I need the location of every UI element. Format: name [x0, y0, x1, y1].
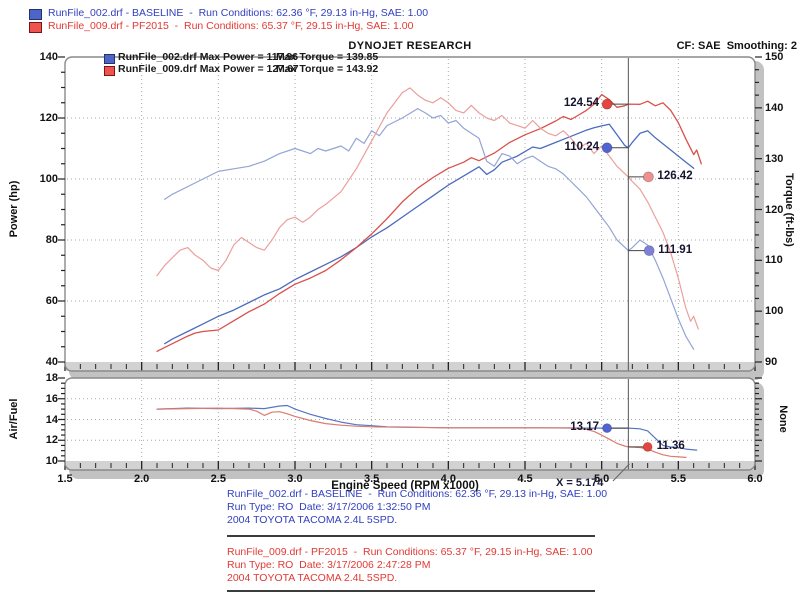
- airfuel-tick-label: 16: [45, 392, 58, 405]
- main-pf2015-torque-curve: [156, 87, 699, 330]
- correction-smoothing-label: CF: SAE Smoothing: 2: [676, 40, 797, 52]
- torque-tick-label: 90: [765, 356, 778, 368]
- power-tick-label: 120: [39, 112, 58, 124]
- footer-line: Run Type: RO Date: 3/17/2006 1:32:50 PM: [227, 501, 431, 513]
- power-tick-label: 40: [45, 356, 58, 368]
- power-tick-label: 140: [39, 51, 58, 63]
- rpm-tick-label: 2.5: [210, 473, 226, 485]
- main-plot-background: [65, 57, 755, 371]
- cursor-pointer-line: [612, 463, 630, 482]
- footer-block-baseline: RunFile_002.drf - BASELINE - Run Conditi…: [227, 488, 607, 527]
- rpm-tick-label: 5.0: [594, 473, 610, 485]
- footer-line: Run Type: RO Date: 3/17/2006 2:47:28 PM: [227, 559, 431, 571]
- rpm-tick-label: 4.0: [440, 473, 456, 485]
- annotation-swatch-pf2015: [104, 66, 115, 76]
- footer-separator: [227, 535, 595, 537]
- torque-tick-label: 100: [765, 305, 784, 318]
- cursor-value-label: 110.24: [564, 140, 600, 153]
- page-title: DYNOJET RESEARCH: [348, 40, 472, 52]
- airfuel-cursor-dot: [602, 423, 612, 434]
- power-tick-label: 60: [45, 295, 58, 307]
- main-plot-border: [64, 56, 756, 372]
- footer-line: 2004 TOYOTA TACOMA 2.4L 5SPD.: [227, 514, 398, 526]
- torque-tick-label: 150: [765, 51, 784, 63]
- right-axis-none-title: None: [777, 405, 789, 433]
- cursor-value-label: 124.54: [563, 97, 600, 110]
- airfuel-axis-title: Air/Fuel: [8, 398, 20, 440]
- rpm-tick-label: 1.5: [57, 473, 73, 485]
- legend-swatch-pf2015: [29, 22, 42, 33]
- rpm-tick-label: 4.5: [517, 473, 533, 485]
- main-cursor-dot: [643, 245, 655, 257]
- footer-line: RunFile_009.drf - PF2015 - Run Condition…: [227, 546, 593, 558]
- cursor-value-label: 11.36: [656, 439, 685, 452]
- main-cursor-dot: [643, 171, 654, 183]
- legend-run-pf2015: RunFile_009.drf - PF2015 - Run Condition…: [48, 20, 414, 32]
- main-cursor-dot: [601, 98, 613, 110]
- annotation-swatch-baseline: [104, 54, 115, 64]
- cursor-x-readout: X = 5.174: [556, 477, 604, 489]
- airfuel-plot-background: [65, 378, 755, 470]
- rpm-tick-label: 2.0: [134, 473, 150, 485]
- rpm-tick-label: 3.5: [364, 473, 380, 485]
- power-axis-title: Power (hp): [8, 180, 20, 238]
- cursor-value-label: 111.91: [658, 243, 693, 256]
- x-axis-title: Engine Speed (RPM x1000): [331, 480, 479, 492]
- airfuel-cursor-dot: [642, 441, 653, 452]
- main-cursor-dot: [601, 142, 613, 154]
- legend-swatch-baseline: [29, 9, 42, 20]
- torque-tick-label: 110: [765, 254, 783, 267]
- legend-run-baseline: RunFile_002.drf - BASELINE - Run Conditi…: [48, 7, 429, 19]
- main-baseline-power-curve: [164, 123, 695, 345]
- cursor-value-label: 126.42: [657, 169, 693, 182]
- footer-line: RunFile_002.drf - BASELINE - Run Conditi…: [227, 488, 608, 500]
- annotation-baseline-torque: Max Torque = 139.85: [276, 51, 379, 63]
- cursor-value-label: 13.17: [570, 421, 600, 434]
- airfuel-plot-x-ruler: [66, 461, 754, 470]
- main-pf2015-power-curve: [156, 93, 702, 352]
- rpm-tick-label: 6.0: [747, 473, 763, 485]
- torque-tick-label: 120: [765, 203, 784, 216]
- footer-line: 2004 TOYOTA TACOMA 2.4L 5SPD.: [227, 572, 398, 584]
- rpm-tick-label: 3.0: [287, 473, 303, 485]
- airfuel-tick-label: 18: [45, 372, 58, 384]
- torque-tick-label: 140: [765, 101, 784, 114]
- airfuel-tick-label: 14: [45, 413, 58, 426]
- rpm-tick-label: 5.5: [670, 473, 686, 485]
- torque-tick-label: 130: [765, 152, 784, 165]
- airfuel-plot-border: [64, 377, 756, 471]
- airfuel-pf2015-af-curve: [156, 407, 687, 458]
- annotation-pf2015-power: RunFile_009.drf Max Power = 127.67: [118, 63, 299, 75]
- power-tick-label: 100: [39, 173, 58, 185]
- main-plot-x-ruler: [66, 362, 754, 371]
- airfuel-tick-label: 10: [45, 455, 58, 467]
- footer-block-pf2015: RunFile_009.drf - PF2015 - Run Condition…: [227, 546, 593, 585]
- footer-separator: [227, 590, 595, 592]
- airfuel-tick-label: 12: [45, 434, 58, 447]
- power-tick-label: 80: [45, 234, 58, 246]
- annotation-pf2015-torque: Max Torque = 143.92: [276, 63, 379, 75]
- main-baseline-torque-curve: [164, 108, 695, 350]
- annotation-baseline-power: RunFile_002.drf Max Power = 117.96: [118, 51, 299, 63]
